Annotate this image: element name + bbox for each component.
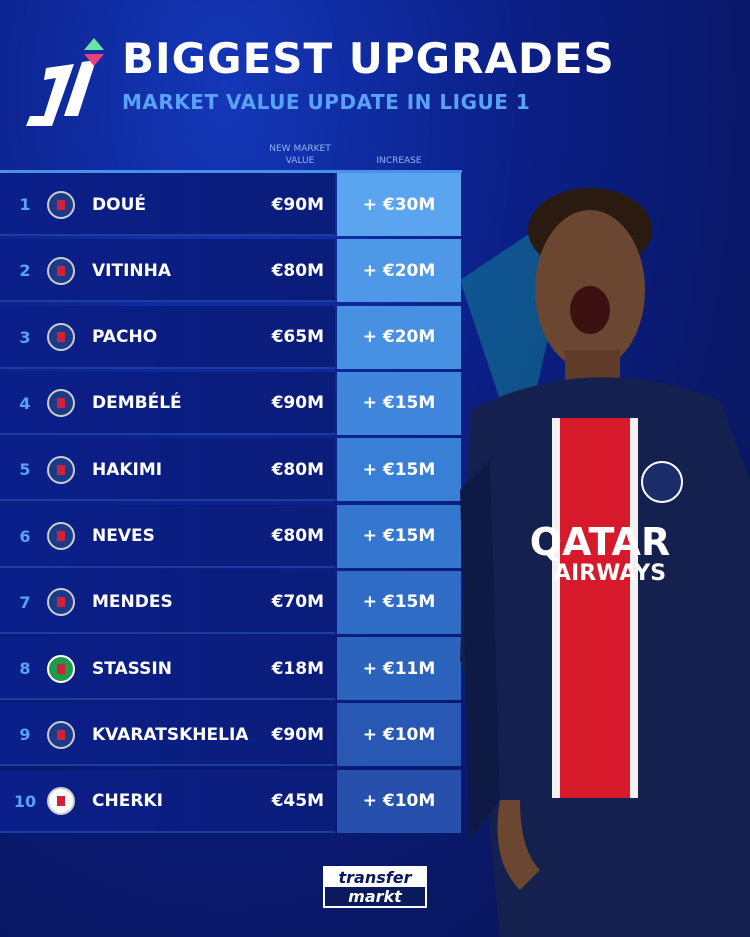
row-background — [0, 173, 335, 236]
increase-value: + €15M — [337, 504, 461, 568]
row-background — [0, 239, 335, 303]
rank: 6 — [19, 526, 31, 546]
rank: 9 — [19, 725, 31, 745]
rank: 10 — [13, 791, 37, 811]
table-row: 7 MENDES €70M + €15M — [0, 570, 462, 634]
increase-value: + €11M — [337, 637, 461, 701]
rank: 3 — [19, 327, 31, 347]
player-photo: QATAR AIRWAYS — [460, 188, 750, 937]
club-crest-icon — [47, 389, 75, 418]
club-crest-icon — [47, 720, 75, 749]
table-row: 9 KVARATSKHELIA €90M + €10M — [0, 703, 462, 767]
increase-value: + €15M — [337, 570, 461, 634]
shirt-sponsor: QATAR — [530, 520, 670, 564]
player-name: PACHO — [92, 327, 158, 348]
player-name: STASSIN — [92, 658, 172, 679]
market-value: €90M — [271, 724, 324, 745]
player-name: KVARATSKHELIA — [92, 724, 249, 745]
ligue1-logo — [26, 38, 104, 126]
club-crest-icon — [47, 787, 75, 816]
rank: 8 — [19, 659, 31, 679]
table-row: 10 CHERKI €45M + €10M — [0, 769, 462, 833]
table-row: 6 NEVES €80M + €15M — [0, 504, 462, 568]
increase-value: + €15M — [337, 438, 461, 502]
rank: 2 — [19, 261, 31, 281]
market-value: €80M — [271, 459, 324, 480]
table-row: 8 STASSIN €18M + €11M — [0, 637, 462, 701]
rank: 1 — [19, 195, 31, 214]
club-crest-icon — [47, 190, 75, 219]
player-name: HAKIMI — [92, 459, 163, 480]
table-row: 2 VITINHA €80M + €20M — [0, 239, 462, 303]
market-value: €80M — [271, 526, 324, 546]
club-crest-icon — [47, 256, 75, 285]
page-subtitle: MARKET VALUE UPDATE IN LIGUE 1 — [122, 90, 531, 114]
increase-value: + €30M — [337, 173, 461, 236]
increase-value: + €20M — [337, 239, 461, 303]
club-crest-icon — [47, 588, 75, 617]
column-header-market-value: NEW MARKET VALUE — [269, 144, 331, 166]
market-value: €45M — [271, 791, 324, 812]
player-name: CHERKI — [92, 791, 163, 812]
increase-value: + €15M — [337, 371, 461, 435]
player-name: NEVES — [92, 526, 155, 546]
market-value: €80M — [271, 260, 324, 281]
club-crest-icon — [47, 323, 75, 352]
transfermarkt-logo: transfer markt — [323, 866, 427, 908]
market-value: €90M — [271, 393, 324, 414]
player-name: VITINHA — [92, 260, 172, 281]
rank: 4 — [19, 393, 31, 413]
increase-value: + €10M — [337, 769, 461, 833]
table-row: 3 PACHO €65M + €20M — [0, 305, 462, 369]
shirt-sponsor-line2: AIRWAYS — [554, 561, 666, 586]
column-header-increase: INCREASE — [376, 156, 422, 166]
page-title: BIGGEST UPGRADES — [122, 34, 615, 83]
table-row: 5 HAKIMI €80M + €15M — [0, 438, 462, 502]
table-row: 4 DEMBÉLÉ €90M + €15M — [0, 371, 462, 435]
market-value: €18M — [271, 658, 324, 679]
table-row: 1 DOUÉ €90M + €30M — [0, 173, 462, 236]
rank: 7 — [19, 592, 31, 612]
club-crest-icon — [47, 455, 75, 484]
divider — [0, 170, 462, 173]
club-crest-icon — [47, 522, 75, 550]
player-name: DEMBÉLÉ — [92, 393, 182, 414]
player-name: DOUÉ — [92, 194, 146, 215]
player-name: MENDES — [92, 592, 173, 613]
market-value: €70M — [271, 592, 324, 613]
club-crest-icon — [47, 654, 75, 683]
rank: 5 — [19, 460, 31, 480]
market-value: €65M — [271, 327, 324, 348]
increase-value: + €10M — [337, 703, 461, 767]
increase-value: + €20M — [337, 305, 461, 369]
market-value: €90M — [271, 194, 324, 215]
